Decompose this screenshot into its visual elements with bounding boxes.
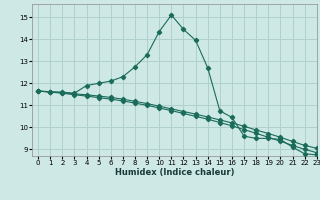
X-axis label: Humidex (Indice chaleur): Humidex (Indice chaleur) xyxy=(115,168,234,177)
